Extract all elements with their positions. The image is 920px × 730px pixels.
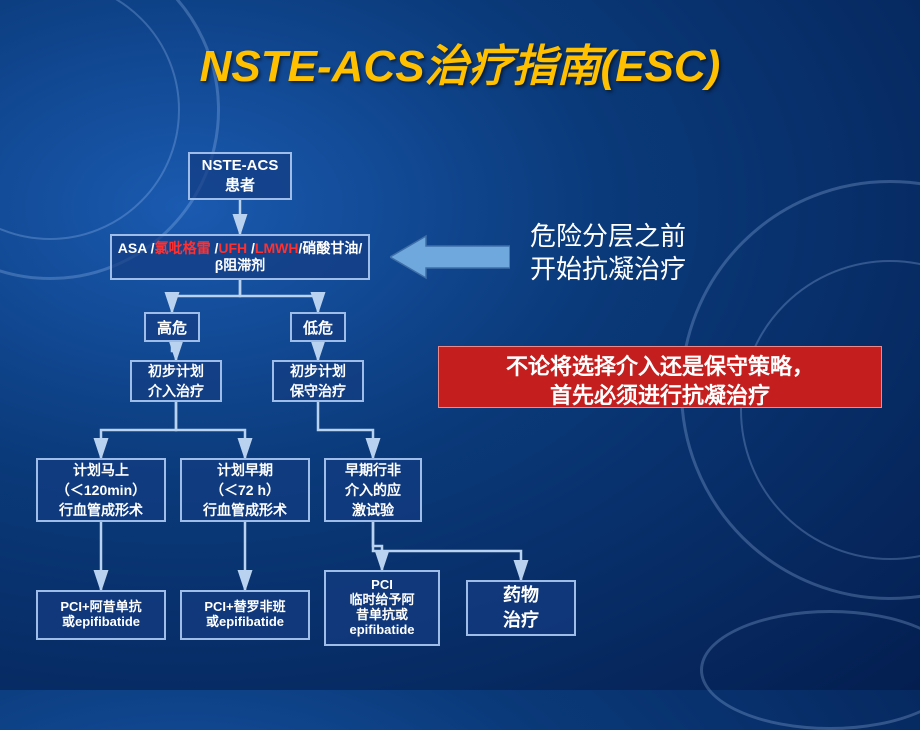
t: 开始抗凝治疗 — [530, 254, 686, 284]
node-pci-tirofiban: PCI+替罗非班或epifibatide — [180, 590, 310, 640]
t: 行血管成形术 — [59, 502, 143, 518]
t: （＜120min） — [56, 482, 146, 498]
t: 初步计划 — [148, 363, 204, 379]
t: 患者 — [225, 177, 255, 194]
node-drug-therapy: 药物治疗 — [466, 580, 576, 636]
node-nsteacs: NSTE-ACS 患者 — [188, 152, 292, 200]
node-low-risk: 低危 — [290, 312, 346, 342]
t: 介入的应 — [345, 482, 401, 498]
t: epifibatide — [349, 622, 414, 637]
callout-arrow-icon — [390, 232, 510, 282]
t: 初步计划 — [290, 363, 346, 379]
t: （＜72 h） — [210, 482, 280, 498]
t: 首先必须进行抗凝治疗 — [550, 383, 770, 408]
node-pci-provisional: PCI临时给予阿昔单抗或epifibatide — [324, 570, 440, 646]
node-plan-invasive: 初步计划介入治疗 — [130, 360, 222, 402]
t: LMWH — [255, 240, 299, 256]
node-initial-meds: ASA /氯吡格雷 /UFH /LMWH/硝酸甘油/β阻滞剂 — [110, 234, 370, 280]
t: 阿昔单抗 — [90, 599, 142, 614]
t: 昔单抗或 — [356, 607, 408, 622]
t: 计划马上 — [73, 462, 129, 478]
t: UFH — [218, 240, 251, 256]
t: 替罗非班 — [234, 599, 286, 614]
t: 介入治疗 — [148, 383, 204, 399]
t: 药物 — [503, 585, 539, 605]
t: 危险分层之前 — [530, 221, 686, 251]
t: 氯吡格雷 — [155, 240, 215, 256]
node-high-risk: 高危 — [144, 312, 200, 342]
t: 治疗 — [503, 610, 539, 630]
t: NSTE-ACS — [202, 157, 279, 174]
t: 行血管成形术 — [203, 502, 287, 518]
t: 或epifibatide — [62, 614, 140, 629]
t: 早期行非 — [345, 462, 401, 478]
t: 计划早期 — [217, 462, 273, 478]
t: 临时给予阿 — [349, 592, 414, 607]
node-stress-test: 早期行非介入的应激试验 — [324, 458, 422, 522]
t: 低危 — [303, 317, 333, 338]
t: 激试验 — [352, 502, 394, 518]
t: 不论将选择介入还是保守策略， — [506, 354, 814, 379]
callout-anticoag-first: 不论将选择介入还是保守策略， 首先必须进行抗凝治疗 — [438, 346, 882, 408]
t: ASA / — [118, 240, 155, 256]
node-plan-conservative: 初步计划保守治疗 — [272, 360, 364, 402]
flow-arrows — [0, 0, 920, 690]
t: PCI+ — [204, 599, 233, 614]
node-immediate-angio: 计划马上 （＜120min） 行血管成形术 — [36, 458, 166, 522]
t: PCI+ — [60, 599, 89, 614]
t: PCI — [371, 577, 393, 592]
t: 或epifibatide — [206, 614, 284, 629]
page-title: NSTE-ACS治疗指南(ESC) — [0, 30, 920, 94]
t: 保守治疗 — [290, 383, 346, 399]
node-pci-abciximab: PCI+阿昔单抗或epifibatide — [36, 590, 166, 640]
t: 高危 — [157, 317, 187, 338]
node-early-angio: 计划早期 （＜72 h） 行血管成形术 — [180, 458, 310, 522]
callout-risk-stratification: 危险分层之前 开始抗凝治疗 — [530, 220, 686, 285]
